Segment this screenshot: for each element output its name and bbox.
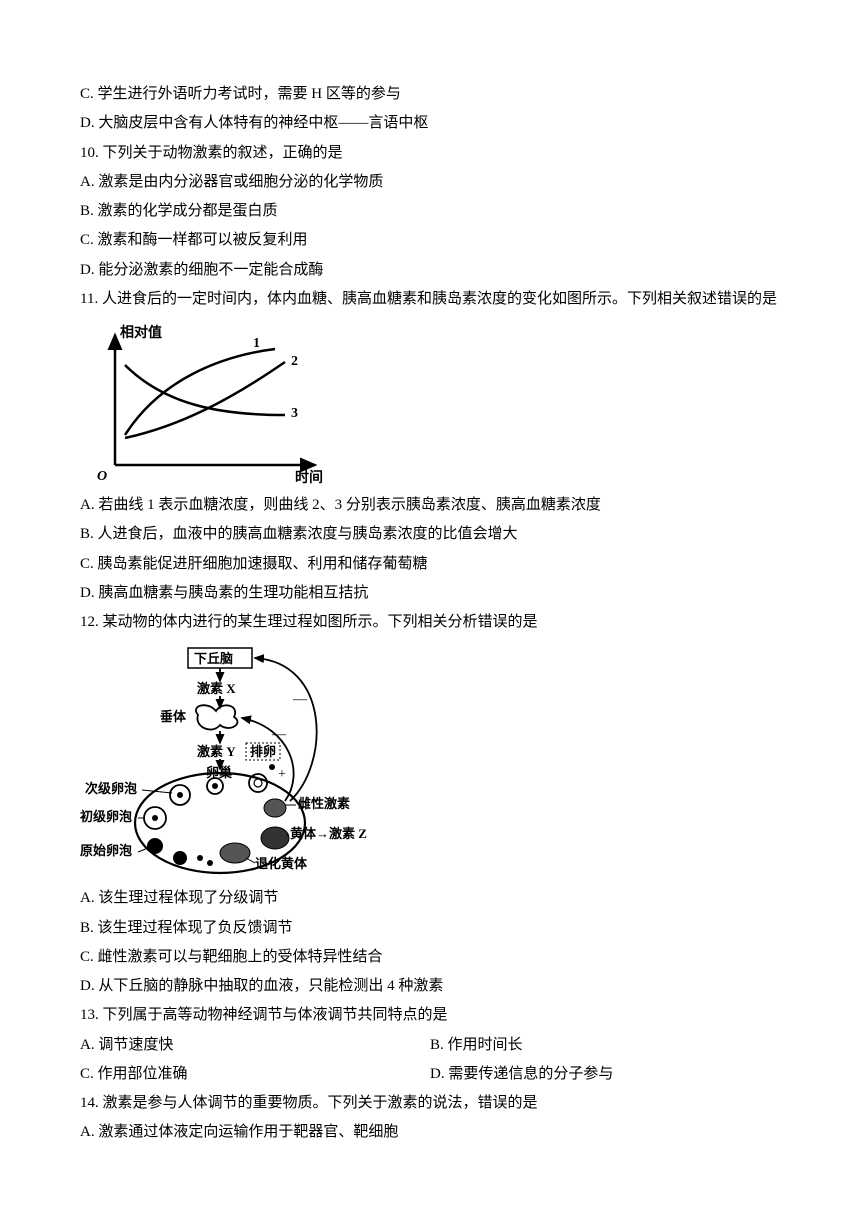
q14-a: A. 激素通过体液定向运输作用于靶器官、靶细胞 xyxy=(80,1118,780,1147)
svg-text:次级卵泡: 次级卵泡 xyxy=(85,781,137,796)
q12-b: B. 该生理过程体现了负反馈调节 xyxy=(80,914,780,943)
q12-d: D. 从下丘脑的静脉中抽取的血液，只能检测出 4 种激素 xyxy=(80,972,780,1001)
svg-text:下丘脑: 下丘脑 xyxy=(194,651,233,666)
q13-a: A. 调节速度快 xyxy=(80,1031,430,1060)
q11-a: A. 若曲线 1 表示血糖浓度，则曲线 2、3 分别表示胰岛素浓度、胰高血糖素浓… xyxy=(80,491,780,520)
svg-text:1: 1 xyxy=(253,336,260,351)
svg-text:激素 Y: 激素 Y xyxy=(197,744,236,759)
svg-text:相对值: 相对值 xyxy=(120,324,162,341)
q10-b: B. 激素的化学成分都是蛋白质 xyxy=(80,197,780,226)
q11-chart: O 相对值时间 1 2 3 xyxy=(80,320,780,485)
svg-text:退化黄体: 退化黄体 xyxy=(255,856,308,871)
svg-text:时间: 时间 xyxy=(295,469,323,485)
q13-b: B. 作用时间长 xyxy=(430,1031,780,1060)
option-d: D. 大脑皮层中含有人体特有的神经中枢——言语中枢 xyxy=(80,109,780,138)
q13-stem: 13. 下列属于高等动物神经调节与体液调节共同特点的是 xyxy=(80,1001,780,1030)
q12-diagram: 下丘脑激素 X垂体激素 Y排卵卵巢次级卵泡初级卵泡原始卵泡雌性激素黄体→激素 Z… xyxy=(80,643,780,878)
q11-stem: 11. 人进食后的一定时间内，体内血糖、胰高血糖素和胰岛素浓度的变化如图所示。下… xyxy=(80,285,780,314)
q10-d: D. 能分泌激素的细胞不一定能合成酶 xyxy=(80,256,780,285)
svg-text:—: — xyxy=(271,727,287,742)
q13-c: C. 作用部位准确 xyxy=(80,1060,430,1089)
q11-b: B. 人进食后，血液中的胰高血糖素浓度与胰岛素浓度的比值会增大 xyxy=(80,520,780,549)
option-c: C. 学生进行外语听力考试时，需要 H 区等的参与 xyxy=(80,80,780,109)
svg-text:+: + xyxy=(278,767,286,782)
q10-a: A. 激素是由内分泌器官或细胞分泌的化学物质 xyxy=(80,168,780,197)
q10-c: C. 激素和酶一样都可以被反复利用 xyxy=(80,226,780,255)
svg-text:垂体: 垂体 xyxy=(160,709,187,724)
svg-text:3: 3 xyxy=(291,406,298,421)
svg-text:2: 2 xyxy=(291,354,298,369)
q11-d: D. 胰高血糖素与胰岛素的生理功能相互拮抗 xyxy=(80,579,780,608)
q12-a: A. 该生理过程体现了分级调节 xyxy=(80,884,780,913)
q14-stem: 14. 激素是参与人体调节的重要物质。下列关于激素的说法，错误的是 xyxy=(80,1089,780,1118)
svg-text:初级卵泡: 初级卵泡 xyxy=(80,809,132,824)
svg-text:激素 X: 激素 X xyxy=(197,681,236,696)
svg-text:—: — xyxy=(292,692,308,707)
svg-text:原始卵泡: 原始卵泡 xyxy=(80,843,132,858)
q10-stem: 10. 下列关于动物激素的叙述，正确的是 xyxy=(80,139,780,168)
q11-c: C. 胰岛素能促进肝细胞加速摄取、利用和储存葡萄糖 xyxy=(80,550,780,579)
svg-text:O: O xyxy=(97,469,107,484)
svg-text:排卵: 排卵 xyxy=(250,744,276,759)
q12-stem: 12. 某动物的体内进行的某生理过程如图所示。下列相关分析错误的是 xyxy=(80,608,780,637)
q12-c: C. 雌性激素可以与靶细胞上的受体特异性结合 xyxy=(80,943,780,972)
q13-d: D. 需要传递信息的分子参与 xyxy=(430,1060,780,1089)
svg-text:雌性激素: 雌性激素 xyxy=(298,796,350,811)
svg-text:黄体→激素 Z: 黄体→激素 Z xyxy=(290,826,367,841)
